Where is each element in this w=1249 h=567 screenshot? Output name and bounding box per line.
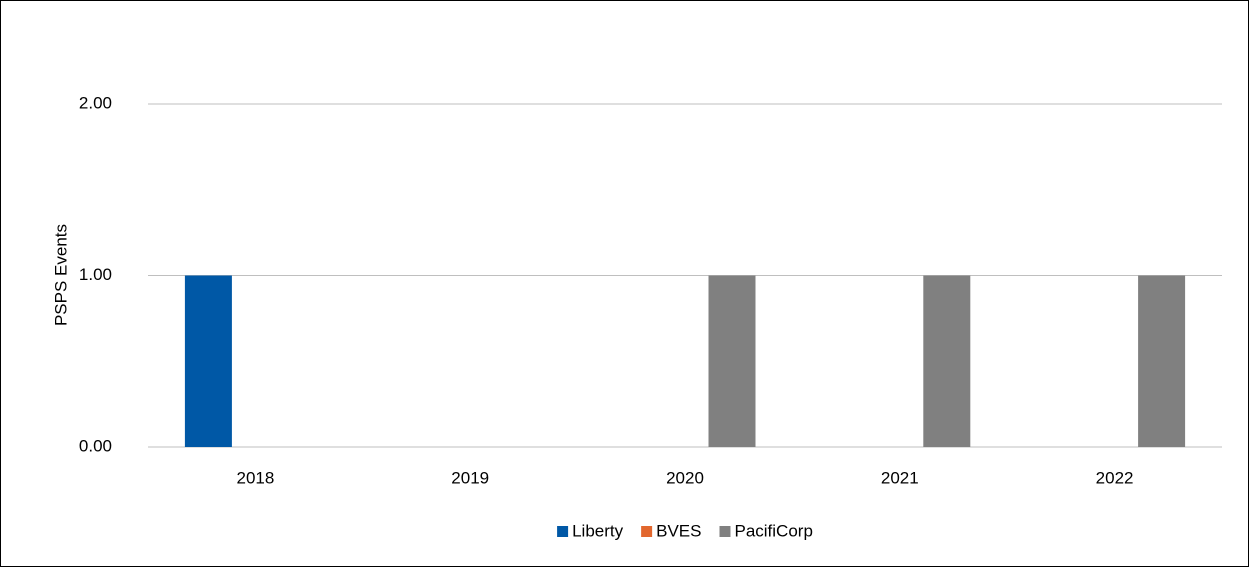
x-tick-label: 2019	[451, 468, 489, 487]
legend-label: BVES	[656, 521, 701, 540]
legend-label: PacifiCorp	[734, 521, 812, 540]
legend-swatch	[719, 526, 731, 537]
bar	[184, 275, 232, 447]
x-tick-label: 2020	[666, 468, 704, 487]
bar	[923, 275, 971, 447]
bar	[1138, 275, 1186, 447]
y-tick-label: 1.00	[79, 265, 112, 284]
bar	[708, 275, 756, 447]
legend-swatch	[557, 526, 569, 537]
y-tick-label: 2.00	[79, 93, 112, 112]
y-tick-label: 0.00	[79, 436, 112, 455]
y-axis-label: PSPS Events	[51, 224, 70, 326]
legend-swatch	[641, 526, 653, 537]
legend-label: Liberty	[572, 521, 624, 540]
x-tick-label: 2022	[1096, 468, 1134, 487]
x-tick-label: 2018	[236, 468, 274, 487]
x-tick-label: 2021	[881, 468, 919, 487]
